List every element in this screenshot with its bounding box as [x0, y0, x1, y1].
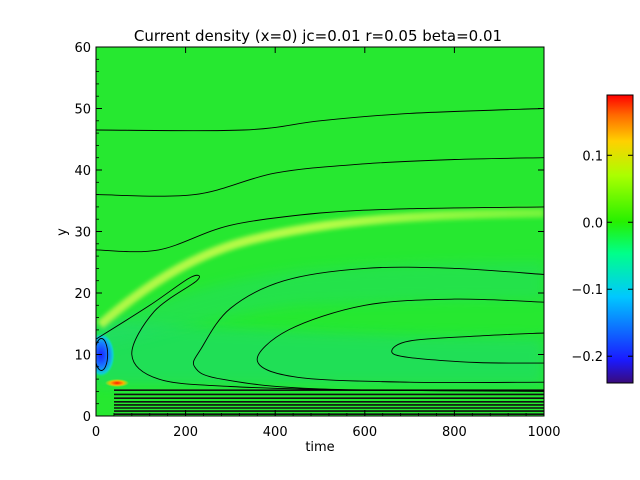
x-tick-label: 600 [352, 425, 377, 440]
colorbar [606, 94, 634, 384]
contour-line [96, 108, 544, 132]
heatmap-field [96, 47, 544, 416]
contour-line [96, 206, 544, 253]
y-tick-label: 60 [74, 41, 91, 56]
colorbar-tick-label: −0.2 [571, 350, 603, 365]
contour-line [256, 298, 544, 384]
teal-band [96, 262, 544, 348]
chart-title: Current density (x=0) jc=0.01 r=0.05 bet… [134, 27, 502, 45]
positive-ridge [97, 208, 544, 329]
positive-spot [105, 379, 129, 387]
y-tick-label: 50 [74, 103, 91, 118]
colorbar-tick-label: 0.1 [582, 149, 603, 164]
negative-core [96, 333, 115, 377]
y-tick-label: 40 [74, 164, 91, 179]
contour-line [96, 157, 544, 197]
x-tick-label: 1000 [527, 425, 560, 440]
contour-line [96, 274, 544, 392]
x-tick-label: 800 [442, 425, 467, 440]
x-tick-label: 400 [263, 425, 288, 440]
colorbar-ticks: 0.1 0.0 −0.1 −0.2 [571, 149, 633, 365]
y-axis-label: y [55, 228, 70, 236]
colorbar-tick-label: −0.1 [571, 283, 603, 298]
y-axis: 0 10 20 30 40 50 60 [74, 41, 544, 425]
x-axis-label: time [305, 440, 334, 455]
contour-line [391, 332, 544, 364]
x-tick-label: 200 [173, 425, 198, 440]
closed-contour [96, 338, 109, 371]
contour-lines [96, 108, 544, 392]
x-tick-label: 0 [92, 425, 100, 440]
y-tick-label: 10 [74, 349, 91, 364]
x-axis: 0 200 400 600 800 1000 [92, 47, 561, 440]
y-tick-label: 20 [74, 287, 91, 302]
y-tick-label: 0 [83, 410, 91, 425]
contour-line [192, 266, 544, 392]
colorbar-tick-label: 0.0 [582, 216, 603, 231]
bottom-stripes [114, 389, 544, 415]
y-tick-label: 30 [74, 226, 91, 241]
